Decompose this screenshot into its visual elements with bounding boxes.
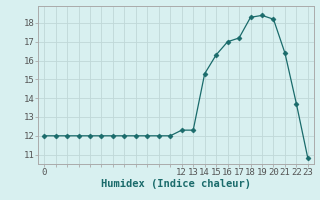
X-axis label: Humidex (Indice chaleur): Humidex (Indice chaleur) [101,179,251,189]
